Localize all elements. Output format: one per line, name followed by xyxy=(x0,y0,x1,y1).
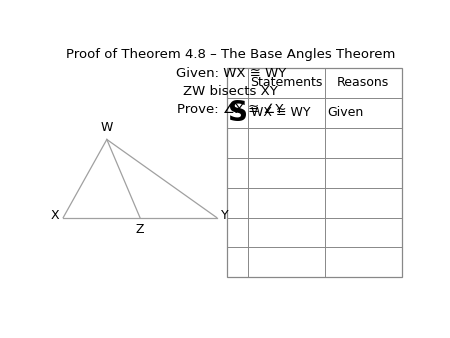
Bar xyxy=(227,68,401,277)
Text: Given: WX ≅ WY: Given: WX ≅ WY xyxy=(176,67,286,79)
Text: Reasons: Reasons xyxy=(337,76,389,89)
Text: Given: Given xyxy=(328,106,364,119)
Text: Prove: ∠X ≅ ∠Y: Prove: ∠X ≅ ∠Y xyxy=(177,103,284,116)
Text: ZW bisects XY: ZW bisects XY xyxy=(183,85,278,98)
Text: Z: Z xyxy=(136,223,144,236)
Text: Y: Y xyxy=(220,209,228,222)
Text: S: S xyxy=(228,99,248,127)
Text: W: W xyxy=(101,121,113,134)
Text: X: X xyxy=(51,209,59,222)
Text: Statements: Statements xyxy=(250,76,323,89)
Text: WX ≅ WY: WX ≅ WY xyxy=(251,106,310,119)
Text: Proof of Theorem 4.8 – The Base Angles Theorem: Proof of Theorem 4.8 – The Base Angles T… xyxy=(66,48,395,62)
